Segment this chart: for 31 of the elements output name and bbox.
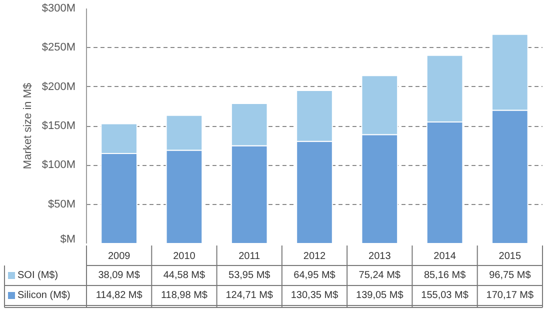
x-tick-label: 2013 <box>368 251 392 262</box>
data-label: 64,95 M$ <box>294 270 336 281</box>
data-label: 170,17 M$ <box>486 290 534 301</box>
data-label: 130,35 M$ <box>290 290 339 301</box>
legend-label: SOI (M$) <box>18 270 58 281</box>
data-label: 114,82 M$ <box>96 290 143 301</box>
y-axis-title: Market size in M$ <box>22 82 34 170</box>
data-label: 96,75 M$ <box>489 270 532 281</box>
data-label: 85,16 M$ <box>424 270 466 281</box>
data-label: 118,98 M$ <box>160 290 208 301</box>
x-tick-label: 2015 <box>498 251 522 262</box>
x-tick-label: 2011 <box>238 251 261 262</box>
data-label: 38,09 M$ <box>98 270 140 281</box>
x-tick-label: 2010 <box>173 251 196 262</box>
data-label: 44,58 M$ <box>163 270 206 281</box>
data-label: 53,95 M$ <box>228 270 271 281</box>
legend-label: Silicon (M$) <box>18 290 70 301</box>
y-tick-label: $M <box>60 234 76 246</box>
y-tick-label: $150M <box>42 120 76 132</box>
x-tick-label: 2009 <box>108 251 131 262</box>
y-tick-label: $200M <box>42 80 76 93</box>
x-tick-label: 2012 <box>303 251 326 262</box>
data-label: 139,05 M$ <box>356 290 404 301</box>
y-tick-label: $250M <box>42 42 76 54</box>
data-label: 75,24 M$ <box>358 270 401 281</box>
y-tick-label: $300M <box>42 2 76 14</box>
x-tick-label: 2014 <box>434 251 456 262</box>
data-label: 124,71 M$ <box>226 290 274 301</box>
y-tick-label: $50M <box>48 198 76 210</box>
data-label: 155,03 M$ <box>421 290 469 301</box>
y-tick-label: $100M <box>42 159 76 172</box>
